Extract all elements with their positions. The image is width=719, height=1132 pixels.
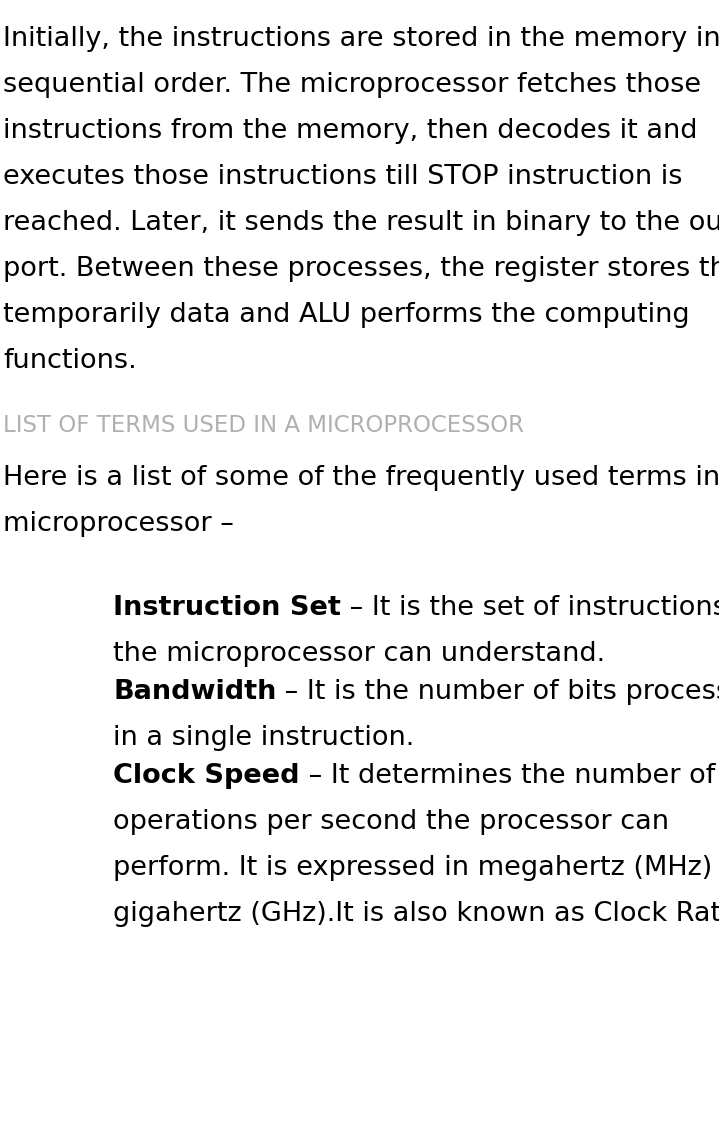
Text: LIST OF TERMS USED IN A MICROPROCESSOR: LIST OF TERMS USED IN A MICROPROCESSOR [3, 414, 524, 437]
Text: Instruction Set: Instruction Set [113, 595, 341, 621]
Text: perform. It is expressed in megahertz (MHz) or: perform. It is expressed in megahertz (M… [113, 855, 719, 881]
Text: gigahertz (GHz).It is also known as Clock Rate.: gigahertz (GHz).It is also known as Cloc… [113, 901, 719, 927]
Text: port. Between these processes, the register stores the: port. Between these processes, the regis… [3, 256, 719, 282]
Text: sequential order. The microprocessor fetches those: sequential order. The microprocessor fet… [3, 72, 701, 98]
Text: – It is the set of instructions that: – It is the set of instructions that [341, 595, 719, 621]
Text: in a single instruction.: in a single instruction. [113, 724, 414, 751]
Text: – It is the number of bits processed: – It is the number of bits processed [276, 679, 719, 705]
Text: executes those instructions till STOP instruction is: executes those instructions till STOP in… [3, 164, 682, 190]
Text: Here is a list of some of the frequently used terms in a: Here is a list of some of the frequently… [3, 465, 719, 491]
Text: the microprocessor can understand.: the microprocessor can understand. [113, 641, 605, 667]
Text: reached. Later, it sends the result in binary to the output: reached. Later, it sends the result in b… [3, 211, 719, 235]
Text: Clock Speed: Clock Speed [113, 763, 300, 789]
Text: – It determines the number of: – It determines the number of [300, 763, 715, 789]
Text: Initially, the instructions are stored in the memory in a: Initially, the instructions are stored i… [3, 26, 719, 52]
Text: microprocessor –: microprocessor – [3, 511, 234, 537]
Text: Bandwidth: Bandwidth [113, 679, 276, 705]
Text: operations per second the processor can: operations per second the processor can [113, 809, 669, 835]
Text: temporarily data and ALU performs the computing: temporarily data and ALU performs the co… [3, 302, 690, 328]
Text: instructions from the memory, then decodes it and: instructions from the memory, then decod… [3, 118, 697, 144]
Text: functions.: functions. [3, 348, 137, 374]
